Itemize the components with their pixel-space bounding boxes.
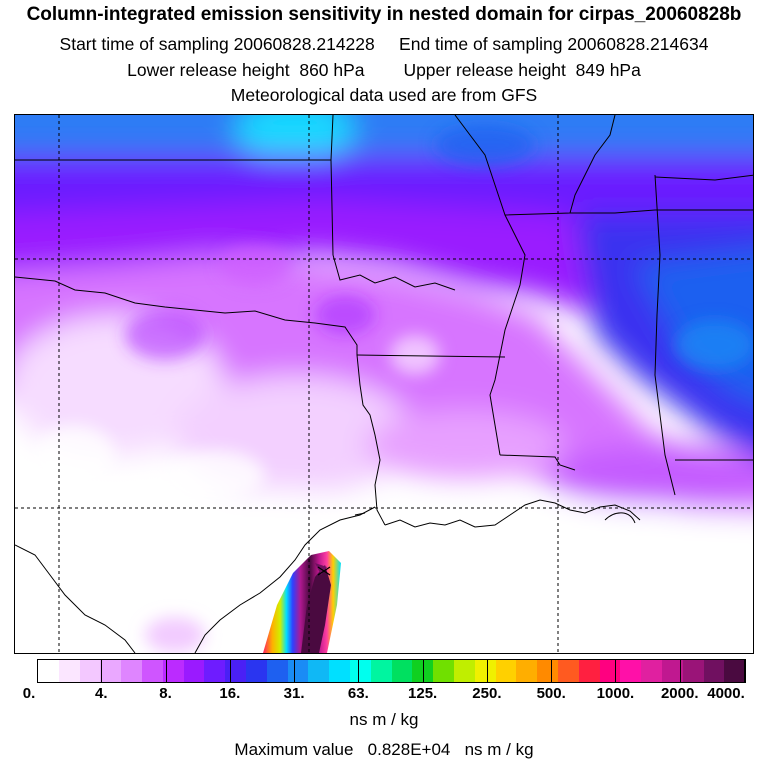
colorbar-cell: [38, 660, 59, 682]
colorbar-tick-label: 16.: [219, 685, 241, 702]
colorbar-cell: [266, 660, 288, 682]
colorbar-cell: [100, 660, 122, 682]
maximum-value-line: Maximum value 0.828E+04 ns m / kg: [0, 740, 768, 760]
colorbar-tick-label: 63.: [347, 685, 369, 702]
colorbar-tick: [486, 660, 488, 682]
colorbar-cell: [349, 660, 371, 682]
colorbar-cell: [58, 660, 80, 682]
colorbar-tick-label: 0.: [22, 685, 36, 702]
map-title: Column-integrated emission sensitivity i…: [26, 4, 742, 25]
colorbar-tick-label: 500.: [536, 685, 566, 702]
colorbar-tick-label: 4000.: [707, 685, 745, 702]
colorbar-tick: [679, 660, 681, 682]
colorbar-cell: [474, 660, 496, 682]
colorbar-cell: [661, 660, 683, 682]
colorbar-cell: [557, 660, 579, 682]
colorbar-units: ns m / kg: [349, 710, 419, 729]
colorbar-cell: [162, 660, 184, 682]
colorbar-cell: [225, 660, 246, 682]
colorbar-tick: [744, 660, 745, 682]
colorbar-cell: [537, 660, 558, 682]
colorbar-cell: [204, 660, 226, 682]
colorbar-tick-label: 1000.: [596, 685, 635, 702]
sampling-times: Start time of sampling 20060828.214228 E…: [59, 34, 709, 54]
colorbar-cell: [641, 660, 662, 682]
colorbar-cell: [287, 660, 309, 682]
lat-lon-grid: [15, 115, 753, 653]
colorbar-cell: [329, 660, 350, 682]
colorbar-cell: [620, 660, 642, 682]
state-borders: [15, 115, 753, 653]
colorbar-cell: [433, 660, 454, 682]
colorbar-cell: [703, 660, 725, 682]
colorbar-tick: [294, 660, 296, 682]
colorbar-tick: [358, 660, 360, 682]
colorbar-cell: [370, 660, 392, 682]
colorbar-cell: [599, 660, 621, 682]
field-detail: [35, 125, 753, 653]
colorbar-cell: [141, 660, 163, 682]
colorbar-cell: [79, 660, 101, 682]
colorbar-tick: [229, 660, 231, 682]
max-value: 0.828E+04: [367, 740, 451, 759]
colorbar-cell: [516, 660, 538, 682]
max-units: ns m / kg: [464, 740, 534, 759]
colorbar-cell: [453, 660, 475, 682]
colorbar: [37, 659, 746, 683]
colorbar-tick-label: 125.: [408, 685, 438, 702]
met-data-source: Meteorological data used are from GFS: [230, 85, 538, 105]
colorbar-tick: [101, 660, 103, 682]
source-marker: [317, 566, 331, 576]
sensitivity-map: [14, 114, 754, 654]
colorbar-tick: [422, 660, 424, 682]
colorbar-cell: [578, 660, 600, 682]
colorbar-tick-label: 4.: [95, 685, 108, 702]
colorbar-tick: [165, 660, 167, 682]
colorbar-tick-label: 2000.: [660, 685, 699, 702]
colorbar-tick-label: 31.: [283, 685, 305, 702]
colorbar-cell: [724, 660, 746, 682]
colorbar-cell: [121, 660, 142, 682]
max-label: Maximum value: [234, 740, 354, 759]
colorbar-cell: [682, 660, 704, 682]
colorbar-tick: [615, 660, 617, 682]
colorbar-cell: [308, 660, 330, 682]
colorbar-cell: [391, 660, 413, 682]
colorbar-tick-label: 8.: [159, 685, 172, 702]
colorbar-cell: [495, 660, 517, 682]
colorbar-cell: [245, 660, 267, 682]
colorbar-cell: [183, 660, 205, 682]
sensitivity-field: [15, 115, 753, 653]
colorbar-tick-label: 250.: [472, 685, 502, 702]
release-heights: Lower release height 860 hPa Upper relea…: [127, 60, 641, 80]
colorbar-tick: [551, 660, 553, 682]
colorbar-tick: [37, 660, 38, 682]
